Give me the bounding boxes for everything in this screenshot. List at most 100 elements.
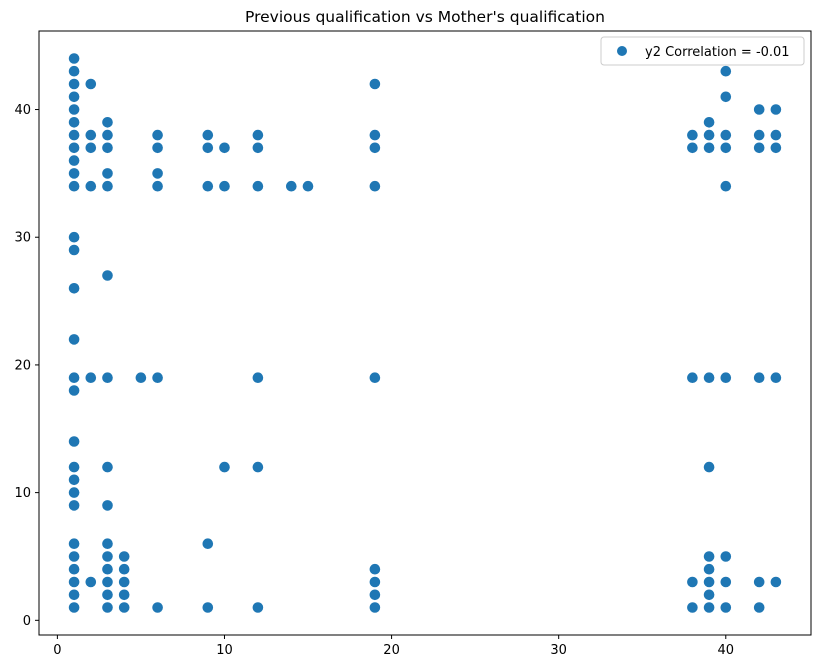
- data-point: [770, 372, 782, 384]
- data-point: [85, 78, 97, 90]
- data-point: [369, 589, 381, 601]
- data-point: [703, 117, 715, 128]
- legend-marker: [617, 46, 627, 56]
- data-point: [703, 602, 715, 613]
- y-tick-label: 20: [14, 358, 31, 373]
- x-tick-label: 0: [53, 643, 61, 658]
- y-tick-label: 10: [14, 486, 31, 501]
- legend-label: y2 Correlation = -0.01: [645, 45, 790, 60]
- data-point: [102, 142, 113, 154]
- data-point: [687, 372, 698, 384]
- data-point: [369, 78, 381, 90]
- data-point: [252, 602, 264, 613]
- data-point: [202, 180, 214, 192]
- data-point: [118, 602, 130, 613]
- data-point: [102, 551, 113, 562]
- data-point: [68, 129, 80, 141]
- data-point: [687, 142, 698, 154]
- data-point: [135, 372, 147, 384]
- x-tick-label: 20: [383, 643, 400, 658]
- data-point: [102, 168, 113, 179]
- data-point: [219, 180, 230, 192]
- data-point: [68, 244, 80, 256]
- data-point: [68, 104, 80, 115]
- data-point: [369, 129, 381, 141]
- data-point: [85, 142, 97, 154]
- data-point: [85, 129, 97, 141]
- data-point: [703, 372, 715, 384]
- data-point: [118, 576, 130, 588]
- y-axis: 0 10 20 30 40: [14, 103, 39, 629]
- legend-box: [600, 36, 805, 66]
- data-point: [369, 563, 381, 575]
- data-point: [720, 142, 732, 154]
- y-tick-label: 30: [14, 231, 31, 246]
- data-point: [152, 180, 163, 192]
- data-point: [152, 168, 163, 179]
- data-point: [68, 117, 80, 128]
- data-point: [68, 500, 80, 511]
- data-point: [68, 576, 80, 588]
- x-tick-label: 30: [550, 643, 567, 658]
- data-point: [770, 104, 782, 115]
- data-point: [68, 65, 80, 77]
- data-point: [219, 461, 230, 473]
- data-point: [770, 576, 782, 588]
- data-point: [68, 78, 80, 90]
- data-point: [202, 602, 214, 613]
- data-point: [369, 180, 381, 192]
- data-points: [68, 53, 782, 613]
- data-point: [118, 563, 130, 575]
- data-point: [68, 168, 80, 179]
- data-point: [202, 538, 214, 549]
- data-point: [753, 576, 765, 588]
- data-point: [252, 180, 264, 192]
- data-point: [703, 129, 715, 141]
- data-point: [252, 142, 264, 154]
- data-point: [720, 65, 732, 77]
- data-point: [102, 461, 113, 473]
- data-point: [68, 487, 80, 498]
- data-point: [753, 104, 765, 115]
- plot-frame: [38, 30, 812, 636]
- data-point: [118, 589, 130, 601]
- data-point: [102, 602, 113, 613]
- data-point: [102, 500, 113, 511]
- data-point: [68, 180, 80, 192]
- data-point: [102, 270, 113, 281]
- data-point: [753, 142, 765, 154]
- data-point: [68, 283, 80, 294]
- data-point: [85, 372, 97, 384]
- data-point: [68, 436, 80, 447]
- data-point: [102, 576, 113, 588]
- x-tick-label: 40: [718, 643, 735, 658]
- data-point: [703, 576, 715, 588]
- data-point: [286, 180, 297, 192]
- data-point: [219, 142, 230, 154]
- data-point: [770, 129, 782, 141]
- data-point: [770, 142, 782, 154]
- data-point: [252, 372, 264, 384]
- data-point: [687, 129, 698, 141]
- data-point: [68, 372, 80, 384]
- data-point: [102, 563, 113, 575]
- data-point: [68, 563, 80, 575]
- data-point: [369, 372, 381, 384]
- y-tick-label: 0: [23, 614, 31, 629]
- data-point: [85, 180, 97, 192]
- data-point: [369, 576, 381, 588]
- data-point: [152, 372, 163, 384]
- data-point: [68, 142, 80, 154]
- data-point: [68, 538, 80, 549]
- data-point: [753, 602, 765, 613]
- data-point: [152, 142, 163, 154]
- data-point: [152, 602, 163, 613]
- data-point: [68, 602, 80, 613]
- data-point: [202, 142, 214, 154]
- data-point: [102, 372, 113, 384]
- data-point: [720, 372, 732, 384]
- data-point: [720, 602, 732, 613]
- data-point: [753, 129, 765, 141]
- data-point: [68, 231, 80, 243]
